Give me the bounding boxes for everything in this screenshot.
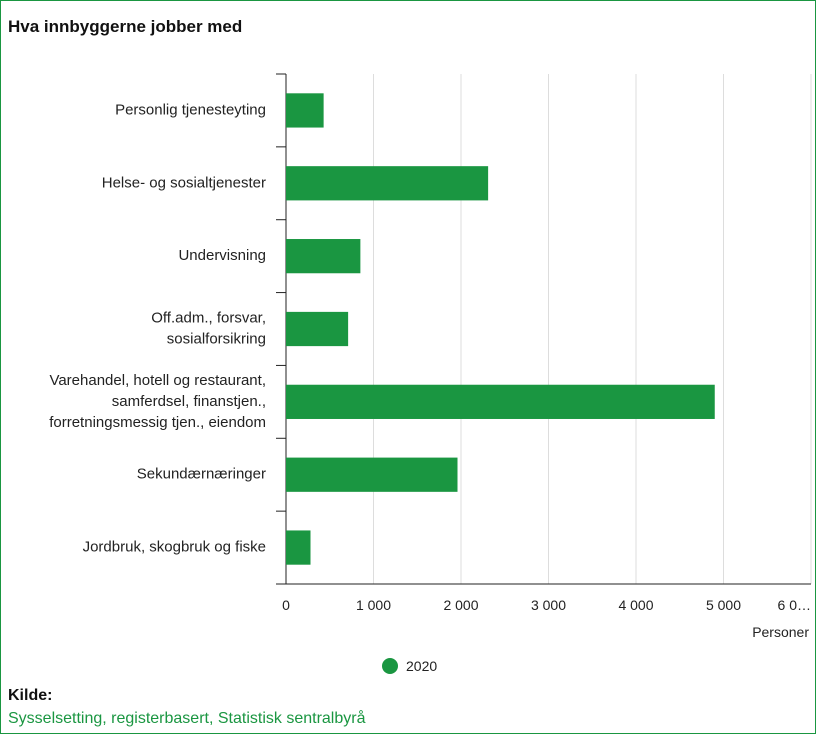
category-label-line: sosialforsikring (167, 330, 266, 347)
category-label-line: forretningsmessig tjen., eiendom (49, 414, 266, 431)
legend[interactable]: 2020 (382, 658, 437, 674)
category-label-line: Undervisning (178, 247, 266, 264)
x-tick-label: 6 0… (778, 597, 811, 613)
source-heading: Kilde: (8, 687, 53, 704)
category-label-line: Helse- og sosialtjenester (102, 174, 266, 191)
x-axis-title: Personer (752, 624, 809, 640)
bar (286, 166, 489, 201)
bar (286, 530, 311, 565)
x-tick-label: 0 (282, 597, 290, 613)
category-label-line: Personlig tjenesteyting (115, 101, 266, 118)
bar (286, 93, 324, 128)
category-label-line: samferdsel, finanstjen., (112, 393, 266, 410)
category-label-line: Sekundærnæringer (137, 466, 266, 483)
category-label: Personlig tjenesteyting (115, 101, 266, 118)
x-tick-label: 1 000 (356, 597, 391, 613)
legend-marker-icon (382, 658, 398, 674)
bar (286, 239, 361, 274)
category-label: Helse- og sosialtjenester (102, 174, 266, 191)
category-label-line: Varehandel, hotell og restaurant, (49, 372, 266, 389)
source-link[interactable]: Sysselsetting, registerbasert, Statistis… (8, 710, 366, 727)
category-label-line: Jordbruk, skogbruk og fiske (83, 539, 266, 556)
x-tick-label: 3 000 (531, 597, 566, 613)
bar (286, 311, 349, 347)
bar (286, 457, 458, 492)
category-label: Jordbruk, skogbruk og fiske (83, 539, 266, 556)
legend-label: 2020 (406, 658, 438, 674)
category-label: Undervisning (178, 247, 266, 264)
category-label: Varehandel, hotell og restaurant, samferd… (49, 372, 266, 431)
category-label-line: Off.adm., forsvar, (151, 309, 266, 326)
x-tick-label: 5 000 (706, 597, 741, 613)
category-label: Off.adm., forsvar, sosialforsikring (151, 309, 266, 347)
bar (286, 384, 715, 419)
x-tick-label: 4 000 (618, 597, 653, 613)
category-label: Sekundærnæringer (137, 466, 266, 483)
x-tick-label: 2 000 (443, 597, 478, 613)
chart-title: Hva innbyggerne jobber med (8, 17, 243, 36)
